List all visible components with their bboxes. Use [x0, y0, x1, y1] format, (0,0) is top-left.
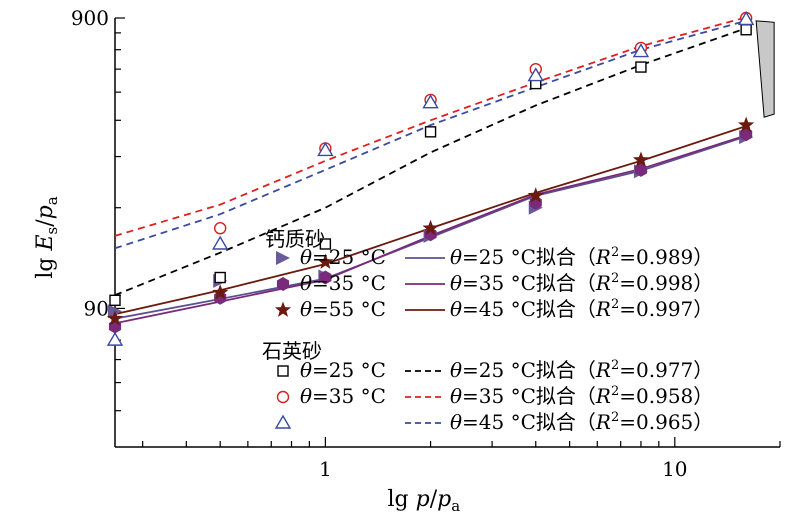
fit-line: [114, 19, 747, 250]
data-point: [277, 365, 289, 377]
y-tick-label: 900: [71, 6, 109, 30]
data-point: [109, 294, 121, 306]
data-point: [106, 331, 124, 346]
y-tick-label: 90: [84, 296, 109, 320]
data-point: [276, 251, 290, 265]
legend-marker-label: θ=25 °C: [300, 245, 386, 269]
data-point: [737, 11, 755, 26]
legend-marker-label: θ=35 °C: [300, 384, 386, 408]
data-point: [213, 222, 227, 235]
data-point: [632, 43, 650, 58]
legend-marker-label: θ=25 °C: [300, 358, 386, 382]
data-point: [276, 277, 290, 291]
legend-fit-label: θ=25 °C拟合（R2=0.989）: [450, 245, 713, 269]
legend-group-title: 石英砂: [262, 339, 322, 363]
data-point: [527, 67, 544, 82]
data-point: [632, 151, 650, 167]
data-point: [106, 310, 124, 326]
x-tick-label: 1: [319, 457, 332, 481]
legend-marker-label: θ=35 °C: [300, 271, 386, 295]
data-point: [214, 271, 226, 284]
data-point: [212, 284, 229, 300]
range-wedge: [755, 20, 775, 118]
data-point: [319, 270, 332, 285]
data-point: [527, 187, 544, 203]
data-point: [424, 126, 437, 138]
legend-group-title: 钙质砂: [265, 227, 325, 251]
data-point: [274, 414, 292, 429]
data-point: [635, 61, 647, 73]
y-axis-title: lg Es/pa: [33, 196, 61, 278]
x-tick-label: 10: [662, 457, 687, 481]
fit-line: [114, 27, 747, 296]
data-point: [317, 142, 334, 157]
legend-fit-label: θ=45 °C拟合（R2=0.997）: [450, 297, 713, 321]
data-point: [634, 162, 648, 177]
legend-fit-label: θ=35 °C拟合（R2=0.958）: [450, 384, 713, 408]
fit-line: [114, 16, 747, 237]
legend-fit-label: θ=25 °C拟合（R2=0.977）: [450, 358, 713, 382]
data-point: [740, 127, 753, 142]
x-axis-title: lg p/pa: [388, 487, 461, 515]
data-point: [422, 94, 439, 109]
data-point: [319, 238, 332, 250]
legend-marker-label: θ=55 °C: [300, 297, 386, 321]
data-point: [422, 219, 439, 236]
data-point: [738, 116, 755, 132]
data-point: [276, 390, 290, 404]
data-point: [317, 253, 334, 269]
data-point: [274, 301, 292, 317]
legend-fit-label: θ=35 °C拟合（R2=0.998）: [450, 271, 713, 295]
legend-fit-label: θ=45 °C拟合（R2=0.965）: [450, 410, 713, 434]
data-point: [211, 235, 229, 250]
data-point: [740, 24, 752, 36]
